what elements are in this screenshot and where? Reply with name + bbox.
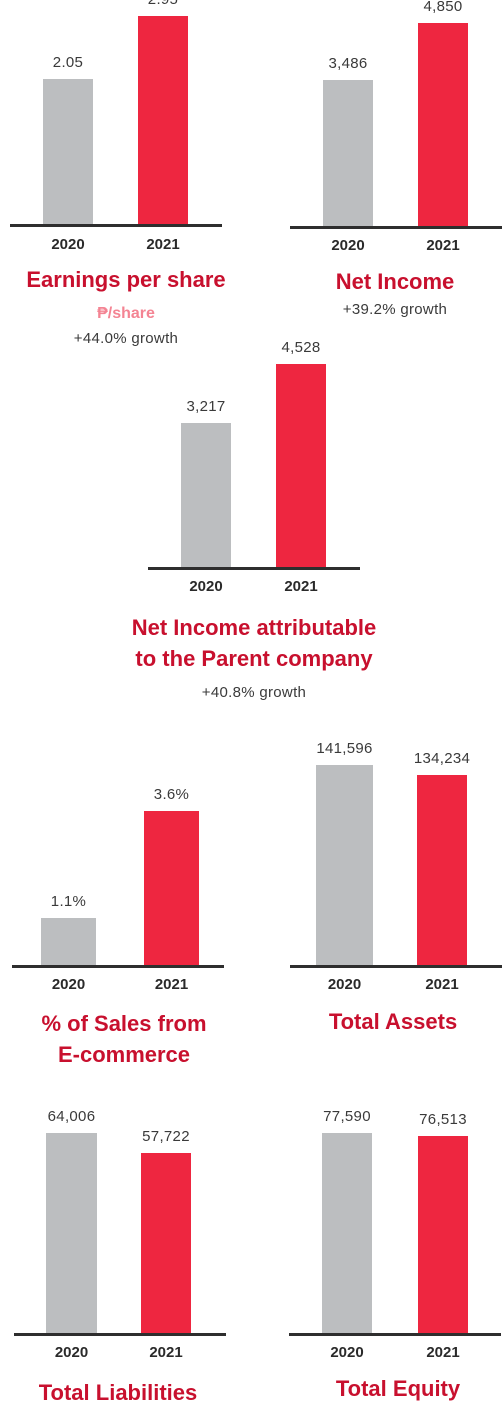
- category-label-2021: 2021: [284, 578, 318, 595]
- chart-title-line: E-commerce: [57, 1042, 191, 1067]
- bar-2021: [418, 23, 468, 226]
- data-label-2021: 134,234: [413, 750, 471, 767]
- bar-2020: [316, 765, 373, 965]
- data-label-2020: 141,596: [316, 740, 373, 757]
- chart-title-line: Net Income attributable: [131, 615, 377, 640]
- bar-2021: [144, 811, 199, 965]
- baseline: [290, 965, 502, 968]
- data-label-2020: 2.05: [52, 54, 84, 71]
- bar-2020: [46, 1133, 97, 1333]
- chart-title: Total Liabilities: [0, 1377, 268, 1408]
- growth-label: +44.0% growth: [73, 330, 179, 347]
- category-label-2021: 2021: [146, 236, 180, 253]
- data-label-2020: 3,486: [328, 55, 368, 72]
- bar-2020: [43, 79, 93, 224]
- category-label-2021: 2021: [154, 976, 189, 993]
- bar-2021: [141, 1153, 191, 1333]
- data-label-2020: 64,006: [47, 1108, 96, 1125]
- data-label-2021: 2.95: [118, 0, 208, 8]
- unit-label: ₱/share: [97, 305, 155, 322]
- category-label-2020: 2020: [189, 578, 223, 595]
- baseline: [14, 1333, 226, 1336]
- chart-title: Net Income attributable to the Parent com…: [104, 612, 404, 674]
- chart-title-line: Total Liabilities: [38, 1380, 198, 1405]
- baseline: [290, 226, 502, 229]
- bar-2020: [322, 1133, 372, 1333]
- category-label-2021: 2021: [426, 237, 460, 254]
- category-label-2020: 2020: [330, 1344, 364, 1361]
- bar-2020: [181, 423, 231, 567]
- chart-title-line: Net Income: [335, 269, 455, 294]
- bar-2021: [417, 775, 467, 965]
- bar-2021: [276, 364, 326, 567]
- category-label-2021: 2021: [149, 1344, 183, 1361]
- chart-title: Total Equity: [248, 1373, 504, 1404]
- chart-title: % of Sales from E-commerce: [0, 1008, 274, 1070]
- chart-title-line: Total Equity: [335, 1376, 461, 1401]
- data-label-2021: 57,722: [142, 1128, 190, 1145]
- bar-2021: [138, 16, 188, 224]
- bar-2020: [323, 80, 373, 226]
- data-label-2020: 77,590: [323, 1108, 371, 1125]
- growth-label: +40.8% growth: [201, 684, 307, 701]
- chart-title: Total Assets: [243, 1006, 504, 1037]
- data-label-2020: 1.1%: [50, 893, 87, 910]
- category-label-2020: 2020: [54, 1344, 89, 1361]
- data-label-2021: 4,850: [423, 0, 463, 15]
- chart-title: Net Income: [245, 266, 504, 297]
- category-label-2020: 2020: [51, 236, 85, 253]
- chart-title-line: % of Sales from: [41, 1011, 207, 1036]
- data-label-2021: 4,528: [281, 339, 321, 356]
- category-label-2021: 2021: [426, 1344, 460, 1361]
- baseline: [12, 965, 224, 968]
- category-label-2021: 2021: [425, 976, 459, 993]
- data-label-2021: 3.6%: [153, 786, 190, 803]
- growth-label: +39.2% growth: [342, 301, 448, 318]
- baseline: [10, 224, 222, 227]
- baseline: [289, 1333, 501, 1336]
- category-label-2020: 2020: [327, 976, 362, 993]
- bar-2020: [41, 918, 96, 965]
- chart-title-line: Earnings per share: [26, 267, 226, 292]
- data-label-2020: 3,217: [186, 398, 226, 415]
- chart-title-line: Total Assets: [328, 1009, 458, 1034]
- data-label-2021: 76,513: [419, 1111, 467, 1128]
- chart-title-line: to the Parent company: [135, 646, 373, 671]
- category-label-2020: 2020: [331, 237, 365, 254]
- category-label-2020: 2020: [51, 976, 86, 993]
- chart-title: Earnings per share: [0, 264, 276, 295]
- bar-2021: [418, 1136, 468, 1333]
- baseline: [148, 567, 360, 570]
